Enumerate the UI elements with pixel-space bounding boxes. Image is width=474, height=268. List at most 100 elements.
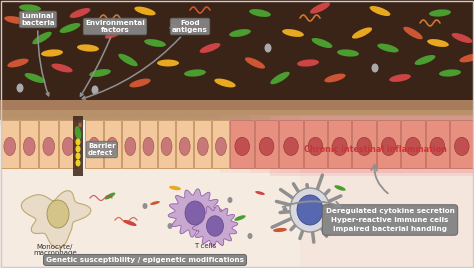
- Ellipse shape: [144, 39, 166, 47]
- Ellipse shape: [167, 223, 173, 229]
- Ellipse shape: [207, 216, 224, 236]
- Ellipse shape: [377, 44, 399, 53]
- Polygon shape: [168, 189, 222, 237]
- Text: Luminal
bacteria: Luminal bacteria: [21, 13, 55, 96]
- Ellipse shape: [389, 74, 411, 82]
- Bar: [353, 120, 376, 168]
- Ellipse shape: [228, 197, 233, 203]
- Ellipse shape: [283, 137, 298, 155]
- Bar: [328, 120, 352, 168]
- Text: Deregulated cytokine secretion
Hyper-reactive immune cells
Impaired bacterial ha: Deregulated cytokine secretion Hyper-rea…: [326, 208, 455, 232]
- Ellipse shape: [161, 137, 172, 155]
- Polygon shape: [192, 206, 238, 247]
- Ellipse shape: [41, 49, 63, 57]
- Ellipse shape: [78, 122, 82, 128]
- Bar: [0, 100, 474, 120]
- Ellipse shape: [264, 43, 272, 53]
- Bar: [194, 120, 211, 168]
- Ellipse shape: [427, 39, 449, 47]
- Ellipse shape: [259, 137, 274, 155]
- Bar: [0, 100, 474, 110]
- Ellipse shape: [430, 137, 445, 155]
- Ellipse shape: [169, 186, 181, 190]
- Ellipse shape: [197, 137, 208, 155]
- Polygon shape: [21, 191, 91, 248]
- Ellipse shape: [4, 137, 16, 155]
- Ellipse shape: [51, 64, 73, 72]
- Ellipse shape: [452, 33, 473, 43]
- Ellipse shape: [214, 79, 236, 87]
- Bar: [0, 168, 474, 268]
- Ellipse shape: [47, 200, 69, 228]
- Ellipse shape: [273, 228, 287, 232]
- Ellipse shape: [308, 137, 323, 155]
- Ellipse shape: [134, 7, 155, 16]
- Ellipse shape: [370, 6, 391, 16]
- Ellipse shape: [283, 207, 288, 213]
- Ellipse shape: [17, 84, 24, 92]
- Ellipse shape: [143, 137, 154, 155]
- Ellipse shape: [234, 215, 246, 221]
- Ellipse shape: [200, 43, 220, 53]
- Bar: [270, 116, 474, 176]
- Ellipse shape: [337, 49, 359, 57]
- Ellipse shape: [60, 23, 81, 33]
- Ellipse shape: [352, 27, 372, 39]
- Ellipse shape: [75, 159, 81, 166]
- Bar: [426, 120, 449, 168]
- Bar: [300, 115, 474, 173]
- Ellipse shape: [185, 201, 205, 225]
- Ellipse shape: [216, 137, 227, 155]
- Bar: [158, 120, 175, 168]
- Ellipse shape: [75, 139, 81, 146]
- Ellipse shape: [249, 9, 271, 17]
- Bar: [377, 120, 401, 168]
- Text: Dendritic
cell: Dendritic cell: [348, 210, 380, 222]
- Bar: [176, 120, 193, 168]
- Ellipse shape: [150, 201, 160, 205]
- Bar: [450, 120, 474, 168]
- Ellipse shape: [229, 29, 251, 37]
- Ellipse shape: [25, 73, 46, 83]
- Bar: [59, 120, 78, 168]
- Ellipse shape: [105, 192, 115, 199]
- Bar: [255, 120, 278, 168]
- Ellipse shape: [429, 9, 451, 17]
- Ellipse shape: [245, 57, 265, 69]
- Ellipse shape: [297, 195, 323, 225]
- Ellipse shape: [75, 146, 81, 152]
- Ellipse shape: [43, 137, 55, 155]
- Ellipse shape: [282, 29, 304, 37]
- Bar: [280, 115, 474, 173]
- Bar: [401, 120, 425, 168]
- Ellipse shape: [105, 27, 125, 39]
- Ellipse shape: [75, 126, 81, 140]
- Bar: [20, 120, 38, 168]
- Ellipse shape: [75, 152, 81, 159]
- Text: Genetic susceptibility / epigenetic modifications: Genetic susceptibility / epigenetic modi…: [46, 257, 244, 263]
- Ellipse shape: [332, 137, 347, 155]
- Bar: [73, 116, 83, 176]
- Ellipse shape: [247, 233, 253, 239]
- Bar: [250, 115, 474, 173]
- Ellipse shape: [311, 38, 332, 48]
- Ellipse shape: [406, 137, 420, 155]
- Ellipse shape: [290, 188, 330, 232]
- Text: Food
antigens: Food antigens: [82, 20, 208, 99]
- Ellipse shape: [439, 69, 461, 77]
- Bar: [300, 148, 474, 268]
- Bar: [230, 120, 254, 168]
- Ellipse shape: [89, 69, 111, 77]
- Ellipse shape: [157, 59, 179, 66]
- Bar: [104, 120, 121, 168]
- Bar: [39, 120, 58, 168]
- Ellipse shape: [23, 137, 35, 155]
- Ellipse shape: [355, 231, 365, 235]
- Ellipse shape: [129, 79, 151, 87]
- Bar: [0, 120, 19, 168]
- Ellipse shape: [372, 64, 379, 73]
- Ellipse shape: [334, 185, 346, 191]
- Ellipse shape: [455, 137, 469, 155]
- Bar: [140, 120, 157, 168]
- Ellipse shape: [7, 59, 28, 68]
